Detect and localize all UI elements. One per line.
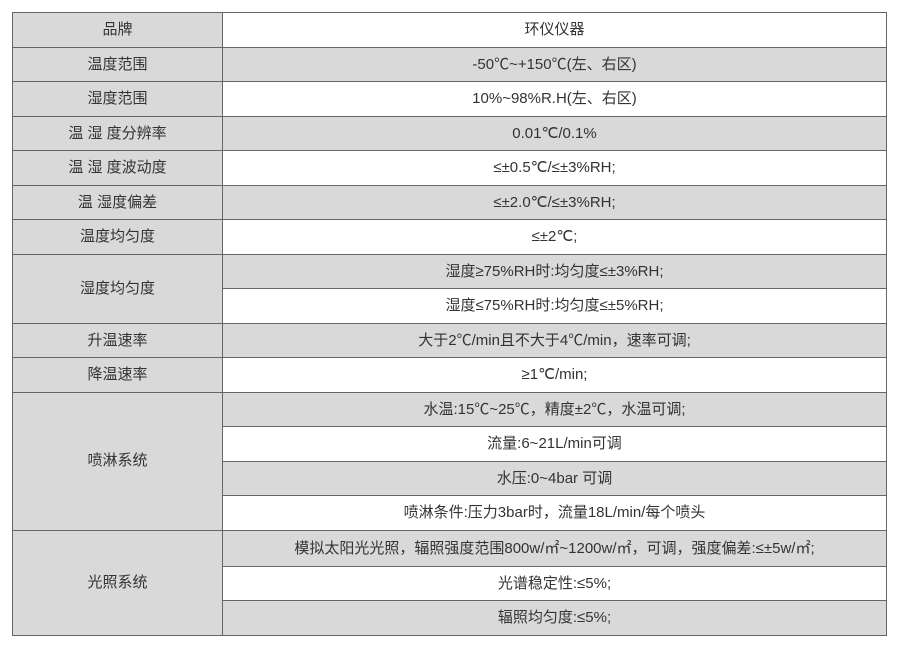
row-value: 湿度≥75%RH时:均匀度≤±3%RH; <box>223 254 887 289</box>
row-value: 辐照均匀度:≤5%; <box>223 601 887 636</box>
table-row: 降温速率≥1℃/min; <box>13 358 887 393</box>
table-row: 光照系统模拟太阳光光照，辐照强度范围800w/㎡~1200w/㎡，可调，强度偏差… <box>13 530 887 566</box>
row-value: ≤±2.0℃/≤±3%RH; <box>223 185 887 220</box>
table-row: 温度范围-50℃~+150℃(左、右区) <box>13 47 887 82</box>
row-value: 模拟太阳光光照，辐照强度范围800w/㎡~1200w/㎡，可调，强度偏差:≤±5… <box>223 530 887 566</box>
row-value: 光谱稳定性:≤5%; <box>223 566 887 601</box>
row-value: ≤±0.5℃/≤±3%RH; <box>223 151 887 186</box>
table-row: 温度均匀度≤±2℃; <box>13 220 887 255</box>
row-value: 0.01℃/0.1% <box>223 116 887 151</box>
row-value: -50℃~+150℃(左、右区) <box>223 47 887 82</box>
spec-table-container: 品牌环仪仪器温度范围-50℃~+150℃(左、右区)湿度范围10%~98%R.H… <box>12 12 887 636</box>
row-value: 水压:0~4bar 可调 <box>223 461 887 496</box>
row-value: ≤±2℃; <box>223 220 887 255</box>
row-label: 温度范围 <box>13 47 223 82</box>
row-label: 升温速率 <box>13 323 223 358</box>
table-row: 湿度范围10%~98%R.H(左、右区) <box>13 82 887 117</box>
row-value: 水温:15℃~25℃，精度±2℃，水温可调; <box>223 392 887 427</box>
row-label: 温 湿 度波动度 <box>13 151 223 186</box>
table-row: 温 湿 度波动度≤±0.5℃/≤±3%RH; <box>13 151 887 186</box>
row-value: 10%~98%R.H(左、右区) <box>223 82 887 117</box>
row-value: 喷淋条件:压力3bar时，流量18L/min/每个喷头 <box>223 496 887 531</box>
table-row: 温 湿 度分辨率0.01℃/0.1% <box>13 116 887 151</box>
row-value: 环仪仪器 <box>223 13 887 48</box>
table-row: 品牌环仪仪器 <box>13 13 887 48</box>
row-label: 喷淋系统 <box>13 392 223 530</box>
row-label: 温度均匀度 <box>13 220 223 255</box>
row-label: 光照系统 <box>13 530 223 635</box>
row-label: 温 湿度偏差 <box>13 185 223 220</box>
table-row: 喷淋系统水温:15℃~25℃，精度±2℃，水温可调; <box>13 392 887 427</box>
row-label: 湿度均匀度 <box>13 254 223 323</box>
table-row: 温 湿度偏差≤±2.0℃/≤±3%RH; <box>13 185 887 220</box>
row-label: 温 湿 度分辨率 <box>13 116 223 151</box>
row-label: 品牌 <box>13 13 223 48</box>
table-row: 升温速率大于2℃/min且不大于4℃/min，速率可调; <box>13 323 887 358</box>
row-value: 湿度≤75%RH时:均匀度≤±5%RH; <box>223 289 887 324</box>
row-value: 大于2℃/min且不大于4℃/min，速率可调; <box>223 323 887 358</box>
row-value: ≥1℃/min; <box>223 358 887 393</box>
row-label: 湿度范围 <box>13 82 223 117</box>
table-row: 湿度均匀度湿度≥75%RH时:均匀度≤±3%RH; <box>13 254 887 289</box>
row-label: 降温速率 <box>13 358 223 393</box>
spec-table: 品牌环仪仪器温度范围-50℃~+150℃(左、右区)湿度范围10%~98%R.H… <box>12 12 887 636</box>
row-value: 流量:6~21L/min可调 <box>223 427 887 462</box>
